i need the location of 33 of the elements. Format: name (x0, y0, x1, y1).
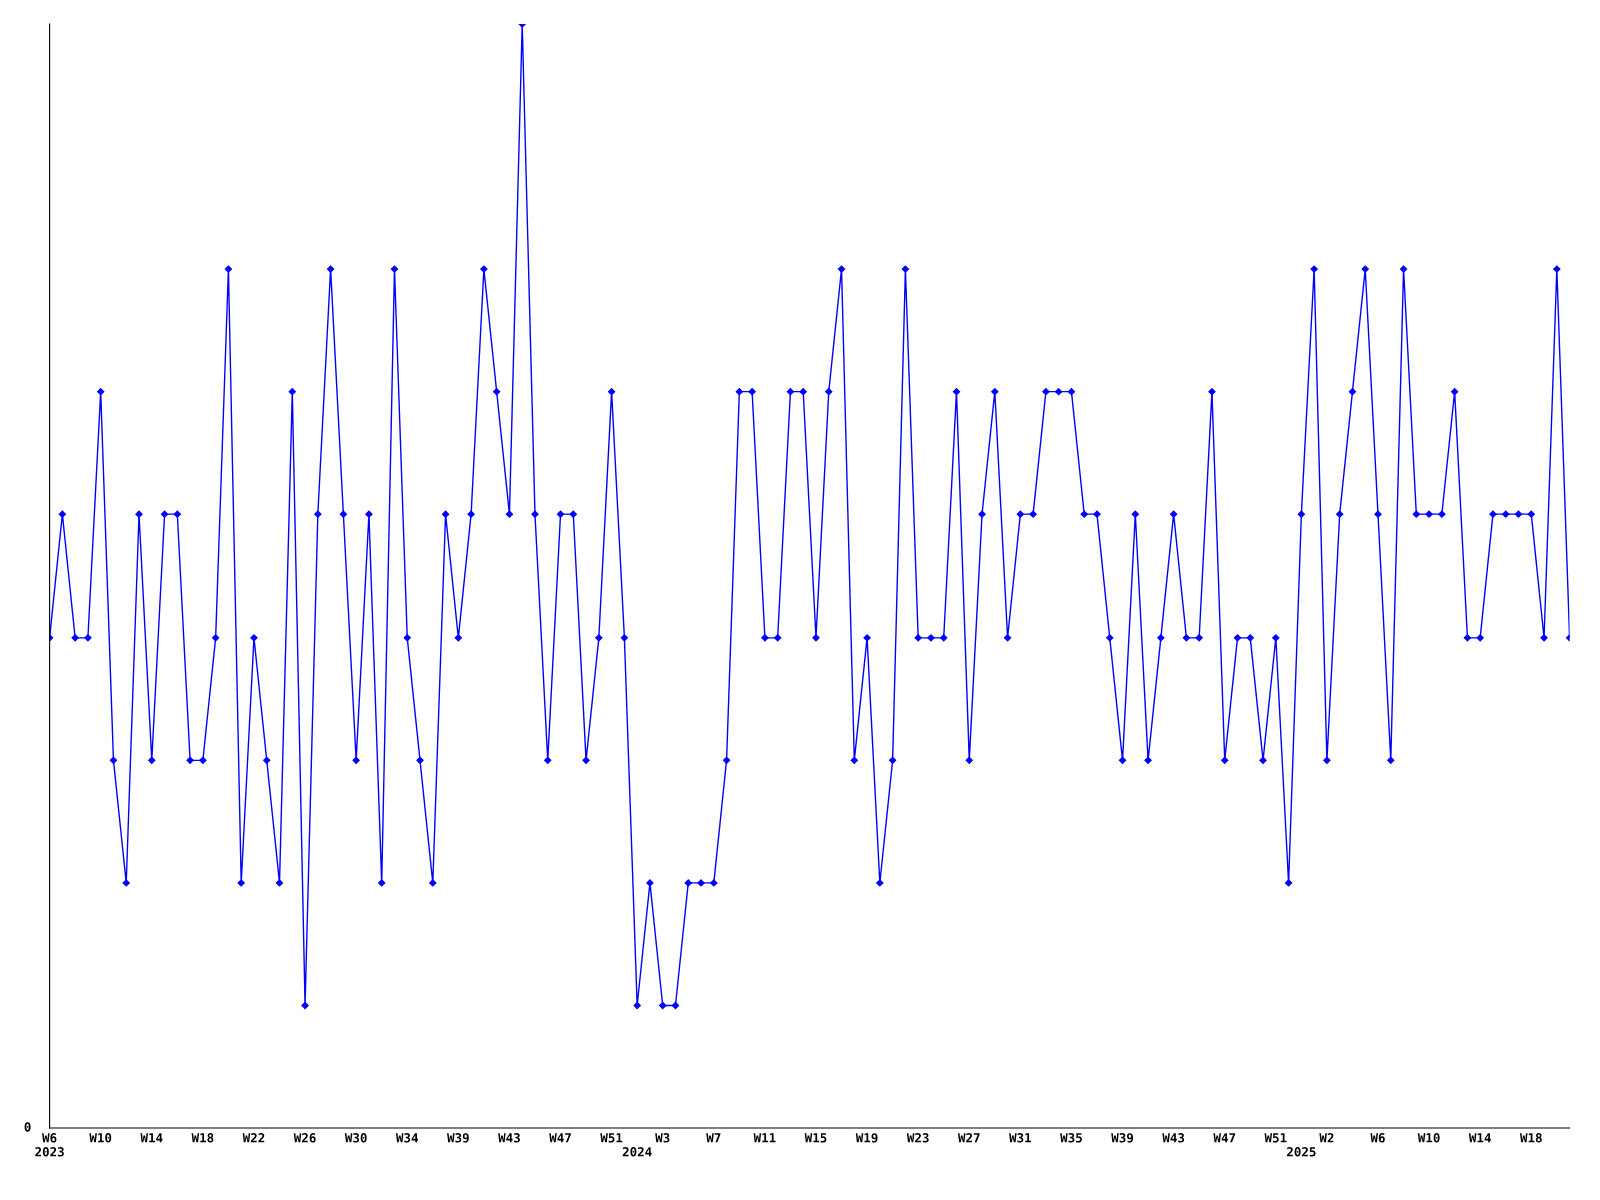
x-tick-label: W23 (906, 1133, 929, 1143)
x-tick-label: W31 (1009, 1133, 1032, 1143)
x-tick-label: W47 (549, 1133, 571, 1143)
x-tick-label: W43 (1162, 1133, 1185, 1143)
x-tick-label: 2025 (1287, 1147, 1316, 1157)
x-tick-label: W15 (804, 1133, 827, 1143)
text: 0 (24, 1122, 31, 1132)
x-tick-label: W47 (1213, 1133, 1236, 1143)
x-tick-label: W43 (498, 1133, 520, 1143)
x-tick-label: W2 (1319, 1133, 1334, 1143)
x-tick-label: W14 (1468, 1133, 1491, 1143)
x-tick-label: W39 (1111, 1133, 1134, 1143)
x-tick-label: W6 2023 (35, 1133, 64, 1157)
x-tick-label: W18 (1519, 1133, 1542, 1143)
x-tick-label: W14 (140, 1133, 163, 1143)
x-tick-label: W3 (655, 1133, 670, 1143)
x-tick-label: W35 (1060, 1133, 1082, 1143)
x-tick-label: W34 (395, 1133, 418, 1143)
x-tick-label: W51 (1264, 1133, 1287, 1143)
x-tick-label: W10 (89, 1133, 112, 1143)
x-tick-label: W27 (957, 1133, 980, 1143)
x-tick-label: W10 (1417, 1133, 1440, 1143)
x-tick-label: W7 (706, 1133, 721, 1143)
x-tick-label: W51 (600, 1133, 623, 1143)
x-tick-label: W26 (293, 1133, 316, 1143)
x-tick-label: W22 (242, 1133, 265, 1143)
x-tick-label: W11 (753, 1133, 776, 1143)
x-tick-label: W18 (191, 1133, 214, 1143)
x-tick-label: W30 (344, 1133, 367, 1143)
x-tick-label: W19 (855, 1133, 878, 1143)
x-tick-label: W39 (447, 1133, 469, 1143)
x-tick-label: W6 (1370, 1133, 1385, 1143)
x-tick-label: 2024 (622, 1147, 652, 1157)
